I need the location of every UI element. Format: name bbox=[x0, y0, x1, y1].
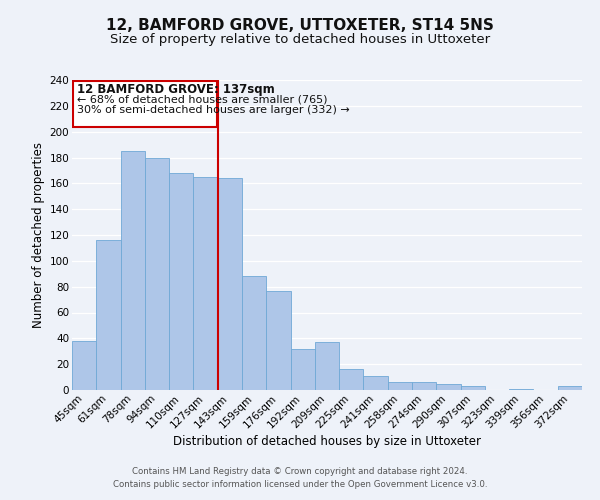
Text: Size of property relative to detached houses in Uttoxeter: Size of property relative to detached ho… bbox=[110, 32, 490, 46]
Bar bbox=[193, 177, 218, 390]
Bar bbox=[436, 384, 461, 390]
Text: Contains public sector information licensed under the Open Government Licence v3: Contains public sector information licen… bbox=[113, 480, 487, 489]
Bar bbox=[72, 341, 96, 390]
Bar bbox=[169, 173, 193, 390]
Bar bbox=[218, 178, 242, 390]
Bar bbox=[121, 151, 145, 390]
Text: 12 BAMFORD GROVE: 137sqm: 12 BAMFORD GROVE: 137sqm bbox=[77, 83, 275, 96]
Bar bbox=[412, 382, 436, 390]
Bar bbox=[461, 386, 485, 390]
X-axis label: Distribution of detached houses by size in Uttoxeter: Distribution of detached houses by size … bbox=[173, 435, 481, 448]
Y-axis label: Number of detached properties: Number of detached properties bbox=[32, 142, 46, 328]
Bar bbox=[242, 276, 266, 390]
Text: 12, BAMFORD GROVE, UTTOXETER, ST14 5NS: 12, BAMFORD GROVE, UTTOXETER, ST14 5NS bbox=[106, 18, 494, 32]
Bar bbox=[266, 290, 290, 390]
Bar bbox=[145, 158, 169, 390]
Bar bbox=[96, 240, 121, 390]
Bar bbox=[339, 370, 364, 390]
Bar bbox=[290, 348, 315, 390]
Bar bbox=[364, 376, 388, 390]
Bar bbox=[388, 382, 412, 390]
FancyBboxPatch shape bbox=[73, 82, 217, 126]
Bar bbox=[315, 342, 339, 390]
Text: 30% of semi-detached houses are larger (332) →: 30% of semi-detached houses are larger (… bbox=[77, 104, 350, 115]
Bar bbox=[558, 386, 582, 390]
Text: ← 68% of detached houses are smaller (765): ← 68% of detached houses are smaller (76… bbox=[77, 94, 328, 104]
Bar bbox=[509, 388, 533, 390]
Text: Contains HM Land Registry data © Crown copyright and database right 2024.: Contains HM Land Registry data © Crown c… bbox=[132, 467, 468, 476]
